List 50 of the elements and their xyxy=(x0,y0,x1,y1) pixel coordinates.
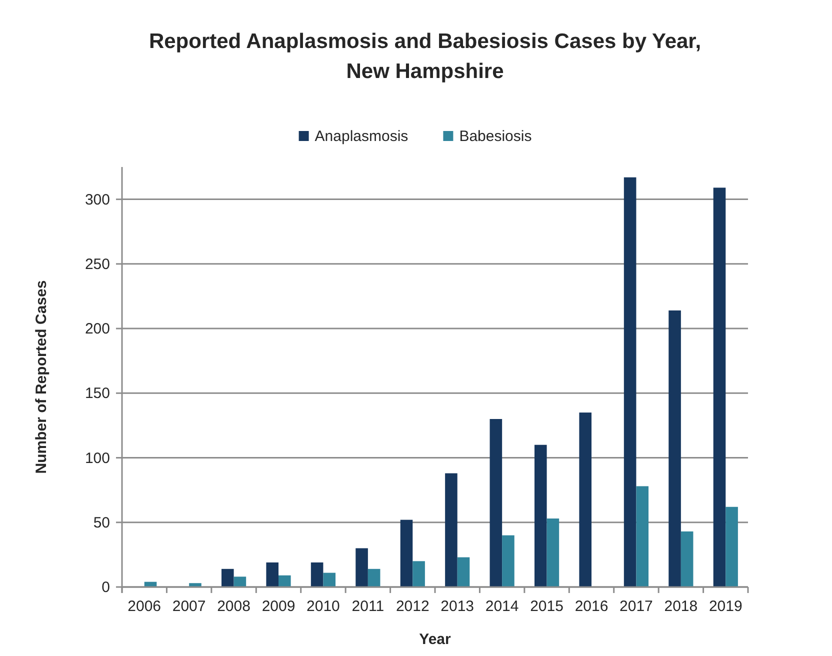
bar xyxy=(323,572,336,587)
y-tick-label: 0 xyxy=(102,579,110,596)
x-tick-label: 2014 xyxy=(485,598,519,615)
y-tick-label: 200 xyxy=(84,320,110,338)
bar xyxy=(502,535,514,587)
legend-label: Babesiosis xyxy=(459,128,532,145)
x-tick-label: 2012 xyxy=(396,598,430,615)
x-tick-label: 2010 xyxy=(306,598,340,615)
bar xyxy=(680,531,694,587)
chart-title: Reported Anaplasmosis and Babesiosis Cases by Year, New Hampshire xyxy=(148,30,702,83)
x-tick-label: 2013 xyxy=(440,598,474,615)
x-tick-label: 2017 xyxy=(620,598,653,615)
bar xyxy=(579,412,592,587)
bar xyxy=(221,568,234,587)
y-tick-label: 50 xyxy=(93,514,110,532)
bar xyxy=(636,486,649,587)
bar xyxy=(189,583,202,587)
x-tick-label: 2006 xyxy=(128,598,162,615)
bar xyxy=(457,557,470,587)
x-tick-label: 2016 xyxy=(574,598,608,615)
x-tick-label: 2015 xyxy=(530,598,564,615)
x-tick-label: 2019 xyxy=(708,598,742,615)
y-tick-label: 300 xyxy=(84,191,110,208)
bar xyxy=(534,444,547,587)
bar xyxy=(546,518,560,587)
bar xyxy=(266,562,278,587)
bar xyxy=(234,576,246,587)
y-tick-label: 250 xyxy=(84,256,110,273)
y-tick-label: 100 xyxy=(84,450,110,467)
legend-label: Anaplasmosis xyxy=(314,128,408,145)
bar xyxy=(310,562,324,587)
bar xyxy=(713,188,726,587)
bar xyxy=(368,568,380,587)
bar xyxy=(356,548,368,587)
bar xyxy=(278,575,291,587)
x-tick-label: 2009 xyxy=(262,598,296,615)
x-tick-label: 2011 xyxy=(352,598,384,615)
bar xyxy=(668,310,681,587)
x-tick-label: 2008 xyxy=(217,598,250,615)
bar xyxy=(400,520,413,587)
x-tick-label: 2018 xyxy=(664,598,698,615)
bar xyxy=(445,473,458,587)
x-tick-label: 2007 xyxy=(172,598,206,615)
y-tick-label: 150 xyxy=(84,385,110,402)
bar xyxy=(624,177,636,587)
bar xyxy=(412,561,425,587)
y-axis-title: Number of Reported Cases xyxy=(33,280,50,474)
bar xyxy=(490,419,502,587)
x-axis-title: Year xyxy=(419,631,452,648)
bar xyxy=(726,506,738,587)
